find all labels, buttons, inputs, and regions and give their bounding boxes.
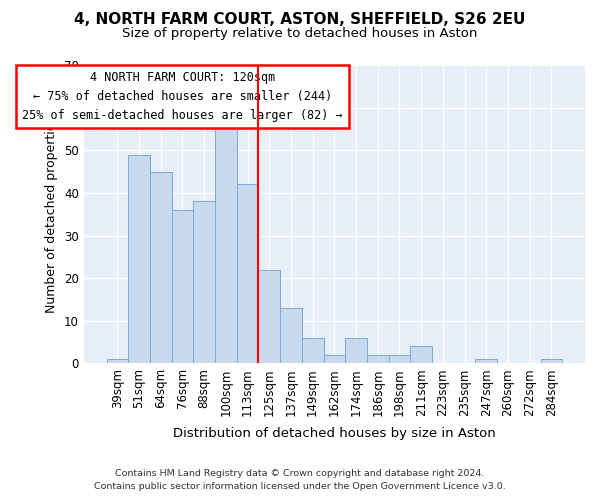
Bar <box>259 270 280 364</box>
X-axis label: Distribution of detached houses by size in Aston: Distribution of detached houses by size … <box>173 427 496 440</box>
Bar <box>323 355 345 364</box>
Bar <box>280 308 302 364</box>
Text: 4, NORTH FARM COURT, ASTON, SHEFFIELD, S26 2EU: 4, NORTH FARM COURT, ASTON, SHEFFIELD, S… <box>74 12 526 28</box>
Bar <box>475 359 497 364</box>
Bar <box>345 338 367 363</box>
Text: Contains HM Land Registry data © Crown copyright and database right 2024.
Contai: Contains HM Land Registry data © Crown c… <box>94 470 506 491</box>
Bar <box>215 120 237 364</box>
Bar <box>302 338 323 363</box>
Bar <box>128 154 150 364</box>
Bar <box>172 210 193 364</box>
Bar <box>389 355 410 364</box>
Text: Size of property relative to detached houses in Aston: Size of property relative to detached ho… <box>122 28 478 40</box>
Bar <box>367 355 389 364</box>
Bar <box>107 359 128 364</box>
Bar <box>193 202 215 364</box>
Text: 4 NORTH FARM COURT: 120sqm
← 75% of detached houses are smaller (244)
25% of sem: 4 NORTH FARM COURT: 120sqm ← 75% of deta… <box>22 72 343 122</box>
Bar <box>410 346 432 364</box>
Y-axis label: Number of detached properties: Number of detached properties <box>46 116 58 312</box>
Bar <box>150 172 172 364</box>
Bar <box>541 359 562 364</box>
Bar <box>237 184 259 364</box>
